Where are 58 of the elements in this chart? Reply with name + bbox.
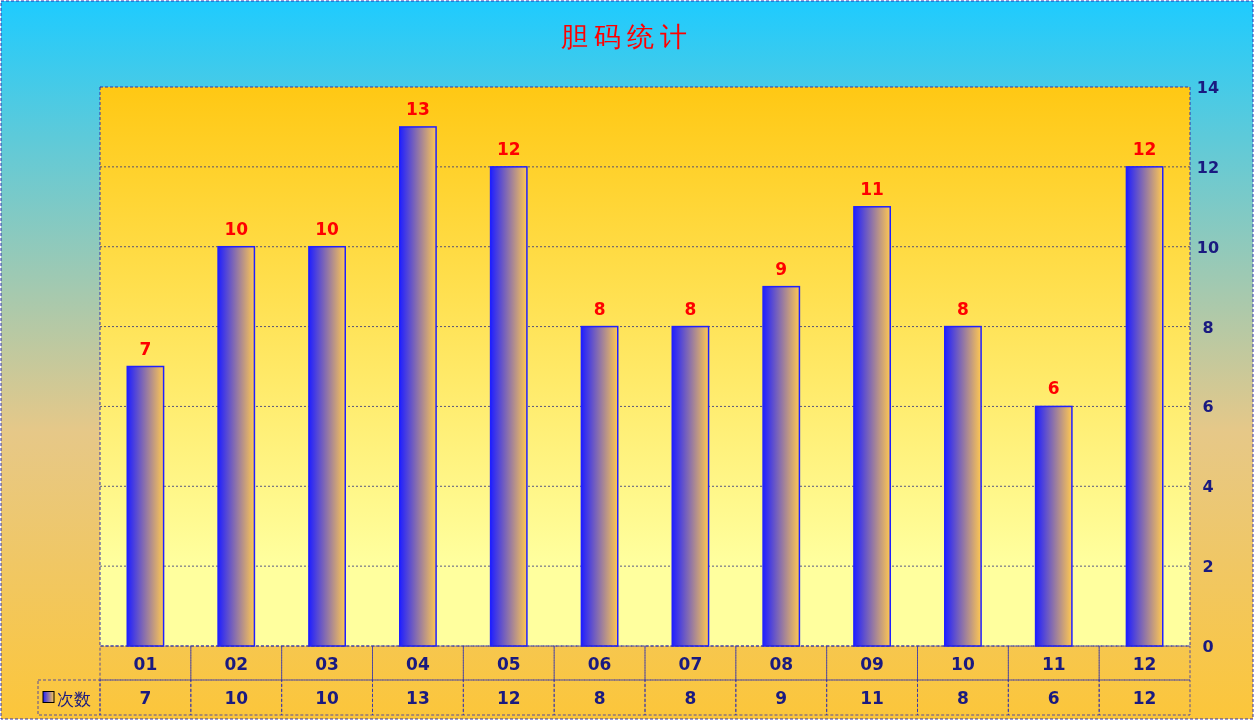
data-label: 10 [224, 688, 249, 708]
x-tick-label: 01 [133, 654, 158, 674]
text: 13 [406, 98, 430, 119]
x-tick-label: 02 [224, 654, 249, 674]
y-tick-label: 2 [1202, 557, 1214, 577]
y-tick-label: 10 [1196, 237, 1220, 257]
text: 7 [139, 338, 152, 359]
data-label: 11 [860, 688, 884, 708]
data-label: 10 [315, 688, 340, 708]
bar [308, 245, 346, 647]
bar [671, 325, 710, 647]
y-tick-label: 6 [1202, 397, 1214, 417]
bar [217, 245, 256, 647]
x-tick-label: 10 [951, 654, 975, 674]
text: 12 [1132, 138, 1157, 159]
x-tick-label: 06 [587, 654, 612, 674]
text: 11 [860, 178, 884, 199]
data-label: 12 [1132, 688, 1157, 708]
text: 9 [775, 258, 788, 279]
y-tick-label: 4 [1202, 477, 1214, 497]
text: 8 [684, 298, 697, 319]
x-tick-label: 03 [315, 654, 339, 674]
text: 10 [224, 218, 249, 239]
data-label: 8 [956, 688, 969, 708]
bar [1125, 166, 1164, 647]
x-tick-label: 07 [678, 654, 703, 674]
text: 12 [496, 138, 521, 159]
text: 8 [593, 298, 606, 319]
data-label: 6 [1047, 688, 1060, 708]
data-label: 8 [684, 688, 697, 708]
legend-label: 次数 [57, 688, 91, 709]
data-label: 7 [139, 688, 152, 708]
y-tick-label: 14 [1196, 78, 1220, 97]
y-tick-label: 0 [1202, 637, 1214, 656]
x-tick-label: 05 [496, 654, 521, 674]
data-label: 12 [496, 688, 521, 708]
x-tick-label: 04 [406, 654, 430, 674]
bar [1034, 405, 1073, 647]
data-label: 9 [775, 688, 788, 708]
x-tick-label: 11 [1041, 654, 1066, 674]
bar [580, 325, 619, 647]
bar [762, 285, 801, 647]
y-tick-label: 8 [1202, 317, 1214, 337]
chart-title: 胆码统计 [561, 21, 693, 52]
bar [853, 206, 891, 647]
x-tick-label: 09 [860, 654, 884, 674]
y-tick-label: 12 [1196, 157, 1220, 177]
bar [126, 365, 165, 647]
text: 8 [956, 298, 969, 319]
data-label: 8 [593, 688, 606, 708]
text: 10 [315, 218, 339, 239]
x-tick-label: 08 [769, 654, 794, 674]
text: 6 [1047, 378, 1060, 399]
bar [399, 126, 437, 647]
bar [944, 325, 982, 647]
x-tick-label: 12 [1132, 654, 1157, 674]
bar [489, 166, 528, 647]
data-label: 13 [406, 688, 430, 708]
